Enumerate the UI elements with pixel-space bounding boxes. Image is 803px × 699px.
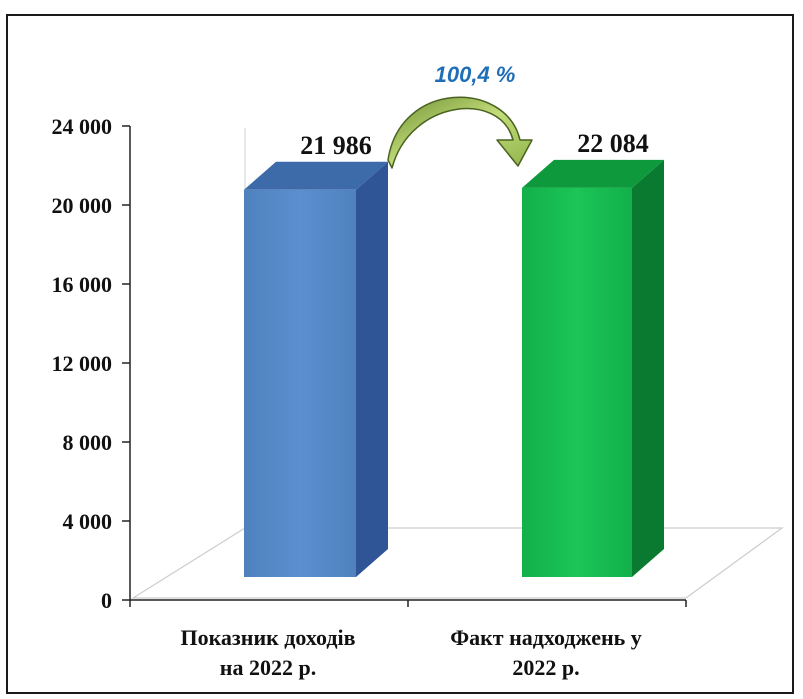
y-tick-label: 12 000 <box>52 351 113 376</box>
y-tick-label: 16 000 <box>52 272 113 297</box>
x-tick-label-line: на 2022 р. <box>220 655 316 680</box>
bar-side <box>632 159 664 577</box>
bar-top <box>244 161 388 190</box>
x-axis <box>129 599 687 607</box>
bar-side <box>356 161 388 578</box>
bar <box>522 187 632 577</box>
data-label: 21 986 <box>300 131 372 160</box>
x-tick-label-line: 2022 р. <box>512 655 579 680</box>
x-tick-label: Факт надходжень у 2022 р. <box>450 625 642 680</box>
floor-plane <box>130 527 784 599</box>
y-tick-label: 0 <box>101 588 112 613</box>
bar-top <box>522 159 664 188</box>
data-label: 22 084 <box>577 129 649 158</box>
curved-arrow-icon <box>387 96 533 169</box>
bar <box>244 189 356 578</box>
x-tick-labels: Показник доходів на 2022 р. Факт надходжен… <box>180 625 641 680</box>
ratio-label: 100,4 % <box>435 62 516 87</box>
y-axis: 0 4 000 8 000 12 000 16 000 20 000 24 000 <box>52 114 131 613</box>
bar-group <box>522 159 664 577</box>
plot-area <box>130 128 784 599</box>
y-tick-label: 8 000 <box>63 430 113 455</box>
y-tick-label: 24 000 <box>52 114 113 139</box>
y-tick-label: 4 000 <box>63 509 113 534</box>
x-tick-label-line: Факт надходжень у <box>450 625 642 650</box>
bars: 21 986 22 084 <box>244 129 664 578</box>
y-ticks: 0 4 000 8 000 12 000 16 000 20 000 24 000 <box>52 114 130 613</box>
x-tick-label-line: Показник доходів <box>180 625 355 650</box>
x-tick-label: Показник доходів на 2022 р. <box>180 625 355 680</box>
bar-group <box>244 161 388 578</box>
y-tick-label: 20 000 <box>52 193 113 218</box>
